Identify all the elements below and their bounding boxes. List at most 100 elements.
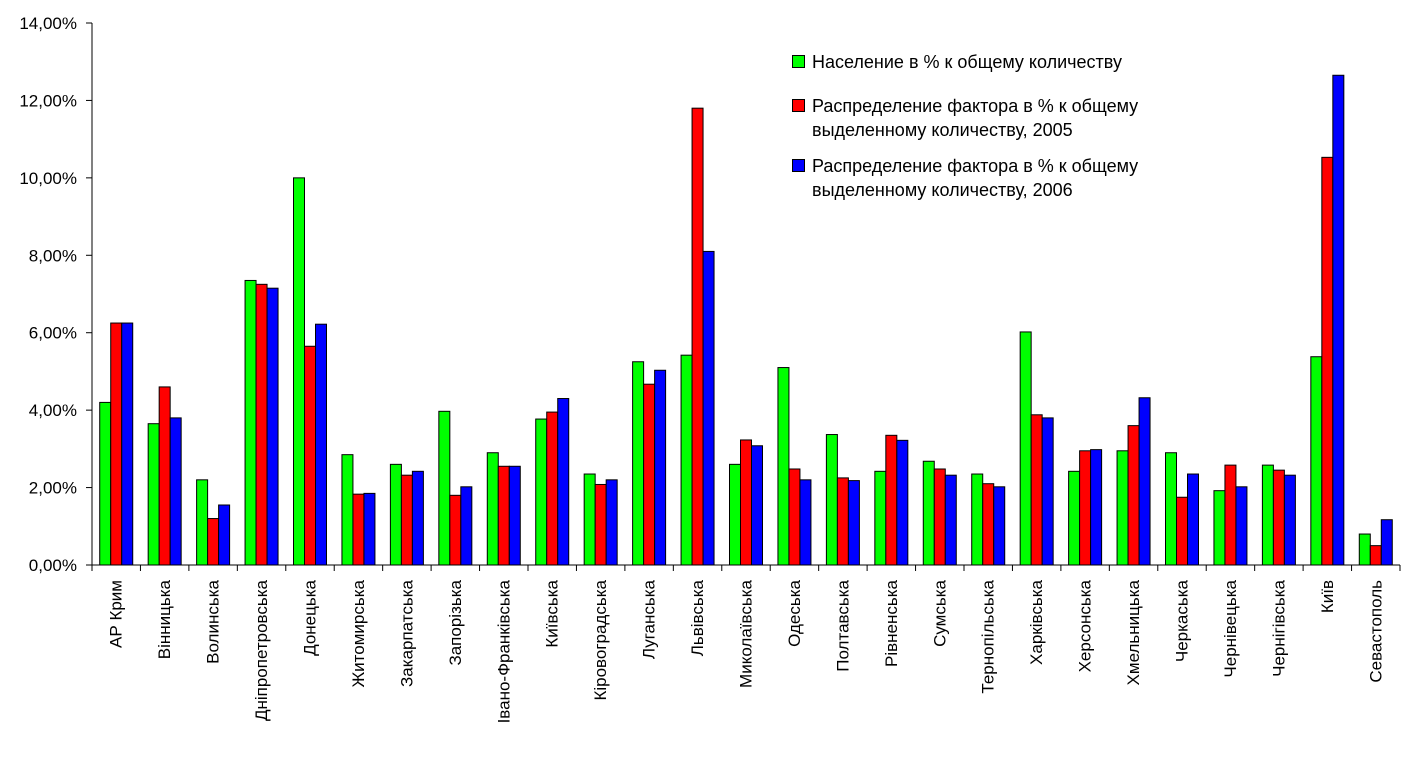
bar-factor-2005	[207, 518, 220, 566]
x-tick-label: Вінницька	[155, 579, 174, 659]
x-tick-label: Харківська	[1027, 579, 1046, 664]
bar-factor-2006	[121, 322, 134, 566]
x-axis: АР Крим Вінницька Волинська Дніпропетровськ…	[91, 564, 1401, 723]
bar-factor-2006	[993, 486, 1006, 566]
bar-population	[825, 434, 838, 566]
y-tick-label: 4,00%	[29, 401, 77, 420]
bar-factor-2006	[508, 465, 521, 566]
bar-factor-2006	[896, 439, 909, 566]
legend-label-2005: Распределение фактора в % к общему выдел…	[812, 96, 1139, 140]
bar-factor-2006	[1138, 397, 1151, 566]
bar-factor-2006	[315, 323, 327, 566]
bar-population	[729, 463, 741, 566]
bar-factor-2006	[557, 398, 570, 566]
bar-population	[438, 410, 451, 566]
x-tick-label: Хмельницька	[1124, 579, 1143, 685]
x-tick-label: Донецька	[301, 579, 320, 655]
x-tick-label: АР Крим	[107, 580, 126, 648]
legend-swatch-2005	[792, 99, 805, 112]
bar-factor-2006	[1235, 486, 1248, 566]
bar-factor-2006	[1380, 519, 1393, 566]
bar-factor-2005	[497, 465, 510, 566]
bar-factor-2006	[751, 445, 763, 566]
bar-factor-2005	[933, 468, 946, 566]
bar-population	[1068, 470, 1081, 566]
bar-population	[147, 423, 160, 566]
x-tick-label: Миколаївська	[737, 579, 756, 687]
bar-population	[680, 354, 693, 566]
bar-factor-2005	[740, 439, 752, 566]
bar-population	[632, 361, 645, 566]
x-tick-label: Кіровоградська	[591, 579, 610, 700]
x-tick-label: Луганська	[640, 579, 659, 659]
x-tick-label: Черкаська	[1173, 579, 1192, 662]
x-tick-label: Чернівецька	[1221, 579, 1240, 677]
bar-population	[341, 454, 354, 566]
bar-factor-2005	[594, 483, 607, 566]
x-tick-label: Херсонська	[1076, 579, 1095, 672]
bar-factor-2006	[944, 474, 957, 566]
bar-factor-2006	[218, 504, 231, 566]
x-tick-label: Одеська	[785, 579, 804, 646]
bar-population	[583, 473, 596, 566]
x-tick-label: Волинська	[204, 579, 223, 663]
x-tick-label: Київ	[1318, 580, 1337, 613]
bar-factor-2005	[1127, 425, 1140, 566]
legend-label-population: Население в % к общему количеству	[812, 52, 1122, 72]
x-tick-label: Івано-Франківська	[494, 579, 513, 723]
x-tick-label: Севастополь	[1366, 580, 1385, 683]
x-tick-label: Чернігівська	[1269, 579, 1288, 676]
bar-factor-2005	[1030, 414, 1043, 566]
y-tick-label: 12,00%	[19, 91, 77, 110]
y-tick-label: 6,00%	[29, 324, 77, 343]
bar-factor-2006	[799, 479, 812, 566]
legend-swatch-population	[792, 55, 805, 68]
x-tick-label: Тернопільська	[979, 579, 998, 693]
bar-population	[1165, 452, 1177, 566]
bar-factor-2005	[255, 283, 268, 566]
bar-factor-2005	[1176, 496, 1188, 566]
bar-factor-2005	[1321, 156, 1334, 566]
bar-factor-2006	[266, 287, 279, 566]
bar-factor-2006	[654, 369, 667, 566]
bar-factor-2005	[110, 322, 123, 566]
y-tick-label: 0,00%	[29, 556, 77, 575]
bar-population	[244, 279, 257, 566]
y-tick-label: 10,00%	[19, 169, 77, 188]
bar-factor-2006	[1332, 74, 1345, 566]
bar-factor-2005	[352, 493, 365, 566]
bars	[99, 74, 1393, 566]
x-tick-label: Житомирська	[349, 579, 368, 687]
bar-population	[1116, 450, 1129, 566]
bar-factor-2005	[304, 345, 316, 566]
x-tick-label: Закарпатська	[397, 579, 416, 686]
bar-factor-2005	[1369, 545, 1382, 566]
bar-population	[1358, 533, 1371, 566]
bar-population	[389, 463, 402, 566]
bar-factor-2005	[546, 411, 559, 566]
bar-population	[922, 460, 935, 566]
y-axis: 0,00% 2,00% 4,00% 6,00% 8,00% 10,00% 12,00% 14,…	[19, 14, 93, 575]
bar-population	[293, 177, 305, 566]
legend-item-2006: Распределение фактора в % к общему выдел…	[790, 154, 1210, 202]
bar-factor-2005	[982, 483, 995, 566]
bar-population	[1019, 331, 1032, 566]
x-tick-label: Рівненська	[882, 579, 901, 667]
bar-population	[971, 473, 984, 566]
bar-factor-2006	[702, 250, 715, 566]
x-tick-label: Запорізька	[446, 579, 465, 665]
bar-factor-2005	[400, 474, 413, 566]
bar-population	[874, 470, 887, 566]
bar-population	[486, 452, 499, 566]
bar-population	[777, 367, 790, 566]
bar-factor-2005	[1272, 469, 1285, 566]
bar-factor-2006	[169, 417, 182, 566]
bar-factor-2006	[411, 470, 424, 566]
bar-factor-2005	[788, 468, 801, 566]
bar-factor-2006	[363, 492, 376, 566]
x-tick-label: Сумська	[930, 579, 949, 646]
bar-factor-2005	[1079, 450, 1092, 566]
bar-factor-2006	[1283, 474, 1296, 566]
bar-factor-2006	[1041, 417, 1054, 566]
x-tick-label: Полтавська	[833, 579, 852, 671]
